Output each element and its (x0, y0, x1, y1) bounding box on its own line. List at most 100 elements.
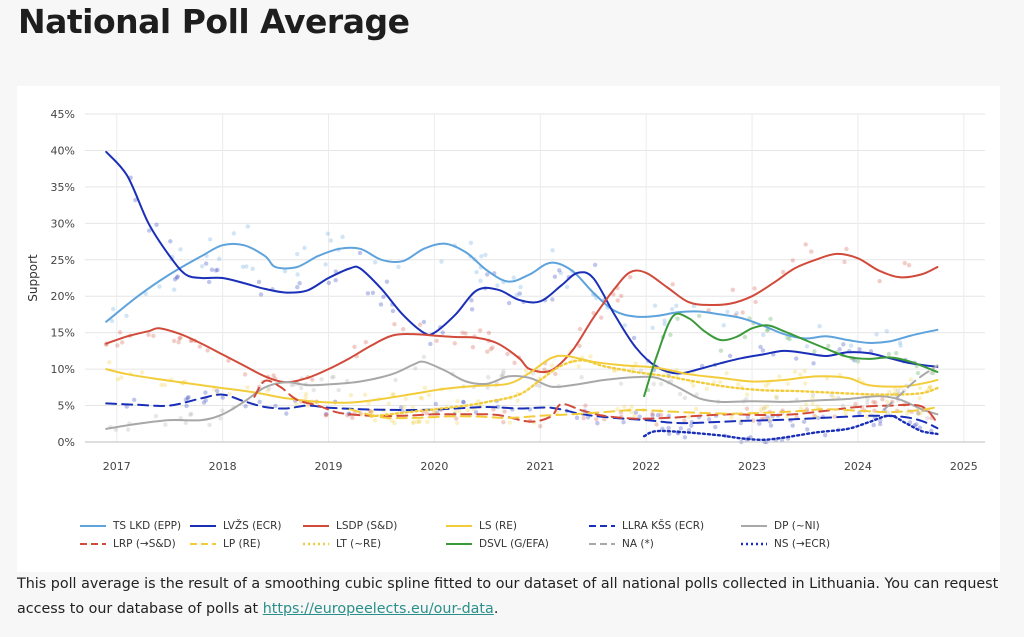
poll-dot (215, 388, 220, 394)
poll-dot (831, 395, 836, 400)
poll-dot (757, 421, 762, 426)
legend-item[interactable]: NS (→ECR) (740, 537, 860, 551)
poll-dot (628, 274, 633, 280)
poll-dot (172, 277, 178, 282)
poll-dot (478, 278, 483, 283)
poll-dot (163, 422, 168, 427)
poll-dot (550, 248, 555, 253)
legend-item[interactable]: LS (RE) (445, 519, 588, 533)
poll-dot (857, 410, 862, 416)
poll-dot (220, 408, 225, 413)
poll-dot (674, 303, 679, 308)
legend-item[interactable]: DSVL (G/EFA) (445, 537, 588, 551)
poll-dot (654, 422, 659, 427)
poll-dot (721, 323, 726, 328)
poll-dot (310, 377, 315, 382)
poll-dot (298, 385, 304, 391)
poll-dot (115, 377, 121, 382)
poll-dot (843, 411, 848, 416)
x-tick-label: 2017 (103, 460, 131, 473)
poll-dot (465, 407, 471, 413)
poll-dot (411, 420, 416, 425)
series-line-lp-re (348, 406, 939, 420)
poll-dot (669, 306, 675, 312)
poll-dot (124, 313, 129, 319)
poll-dot (209, 267, 215, 272)
legend-item[interactable]: LP (RE) (189, 537, 302, 551)
poll-dot (718, 379, 723, 385)
poll-dot (691, 303, 697, 309)
poll-dot (810, 401, 816, 407)
poll-dot (512, 360, 517, 366)
legend-item[interactable]: LVŽS (ECR) (189, 519, 302, 533)
legend-item[interactable]: LLRA KŠS (ECR) (588, 519, 740, 533)
series-lines (105, 150, 939, 442)
poll-dot (417, 419, 422, 425)
poll-dot (885, 399, 890, 405)
poll-dot (417, 418, 422, 424)
poll-dot (271, 373, 276, 378)
poll-dot (829, 392, 834, 398)
x-tick-label: 2020 (420, 460, 448, 473)
legend-item[interactable]: LT (~RE) (302, 537, 445, 551)
poll-dot (655, 412, 661, 418)
poll-dot (302, 245, 307, 251)
poll-dot (418, 395, 423, 401)
poll-dot (678, 426, 683, 431)
poll-dot (501, 368, 506, 374)
poll-dot (143, 291, 148, 296)
poll-dot (780, 269, 786, 275)
poll-dot (742, 334, 748, 340)
poll-dot (384, 279, 390, 284)
poll-dot (242, 372, 248, 377)
poll-dot (215, 267, 220, 273)
poll-dot (453, 409, 458, 414)
poll-dot (929, 428, 934, 433)
our-data-link[interactable]: https://europeelects.eu/our-data (262, 601, 494, 617)
legend-label: LRP (→S&D) (113, 538, 176, 550)
poll-dot (917, 385, 923, 391)
poll-dot (594, 417, 599, 422)
poll-dot (857, 347, 862, 352)
y-tick-label: 10% (51, 363, 75, 376)
poll-dot (297, 281, 302, 286)
poll-dot (826, 343, 831, 349)
poll-dot (511, 275, 516, 280)
poll-dot (767, 419, 773, 424)
legend-item[interactable]: NA (*) (588, 537, 740, 551)
poll-dot (622, 323, 628, 328)
poll-dot (552, 274, 558, 279)
poll-dot (392, 322, 397, 327)
poll-dot (501, 371, 506, 376)
poll-dot (243, 404, 248, 409)
poll-dot (740, 310, 745, 315)
poll-dot (426, 392, 431, 398)
series-line-llra-k-s-ecr (105, 393, 939, 430)
poll-dot (410, 420, 416, 426)
poll-dot (564, 284, 570, 290)
poll-dot (760, 348, 766, 353)
poll-dot (810, 396, 815, 401)
poll-dot (752, 286, 757, 291)
y-tick-label: 30% (51, 217, 75, 230)
poll-dot (454, 416, 459, 421)
poll-dot (790, 258, 796, 263)
legend-swatch (303, 525, 329, 527)
legend-swatch (446, 543, 472, 545)
series-line-lrp-s-d (253, 379, 939, 424)
poll-dot (486, 374, 491, 380)
poll-dot (469, 307, 475, 312)
poll-dot (729, 415, 734, 420)
poll-dot (865, 400, 870, 405)
legend-item[interactable]: LSDP (S&D) (302, 519, 445, 533)
poll-dot (691, 383, 696, 388)
poll-dot (542, 367, 547, 372)
poll-dot (401, 404, 407, 410)
poll-dot (389, 418, 395, 424)
poll-dot (362, 392, 368, 397)
legend-item[interactable]: DP (~NI) (740, 519, 860, 533)
legend-item[interactable]: LRP (→S&D) (79, 537, 189, 551)
poll-dot (177, 336, 182, 341)
poll-dot (906, 262, 912, 268)
legend-item[interactable]: TS LKD (EPP) (79, 519, 189, 533)
